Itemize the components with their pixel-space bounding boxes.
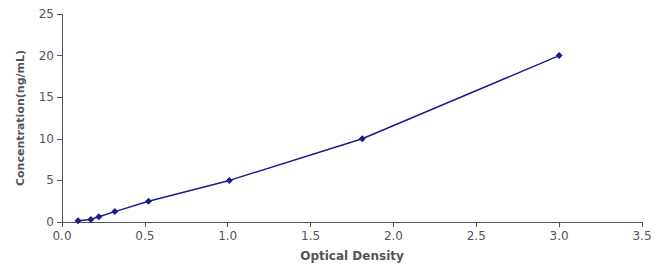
svg-text:20: 20: [39, 49, 54, 63]
svg-text:3.0: 3.0: [550, 229, 569, 243]
svg-text:15: 15: [39, 90, 54, 104]
svg-text:Concentration(ng/mL): Concentration(ng/mL): [14, 50, 27, 186]
svg-text:0.0: 0.0: [52, 229, 71, 243]
svg-text:1.5: 1.5: [301, 229, 320, 243]
svg-text:10: 10: [39, 132, 54, 146]
svg-text:3.5: 3.5: [632, 229, 651, 243]
svg-text:5: 5: [46, 173, 54, 187]
svg-text:2.5: 2.5: [467, 229, 486, 243]
svg-text:0: 0: [46, 215, 54, 229]
svg-text:1.0: 1.0: [218, 229, 237, 243]
svg-text:2.0: 2.0: [384, 229, 403, 243]
svg-text:25: 25: [39, 7, 54, 21]
svg-text:0.5: 0.5: [135, 229, 154, 243]
svg-text:Optical Density: Optical Density: [300, 249, 404, 263]
